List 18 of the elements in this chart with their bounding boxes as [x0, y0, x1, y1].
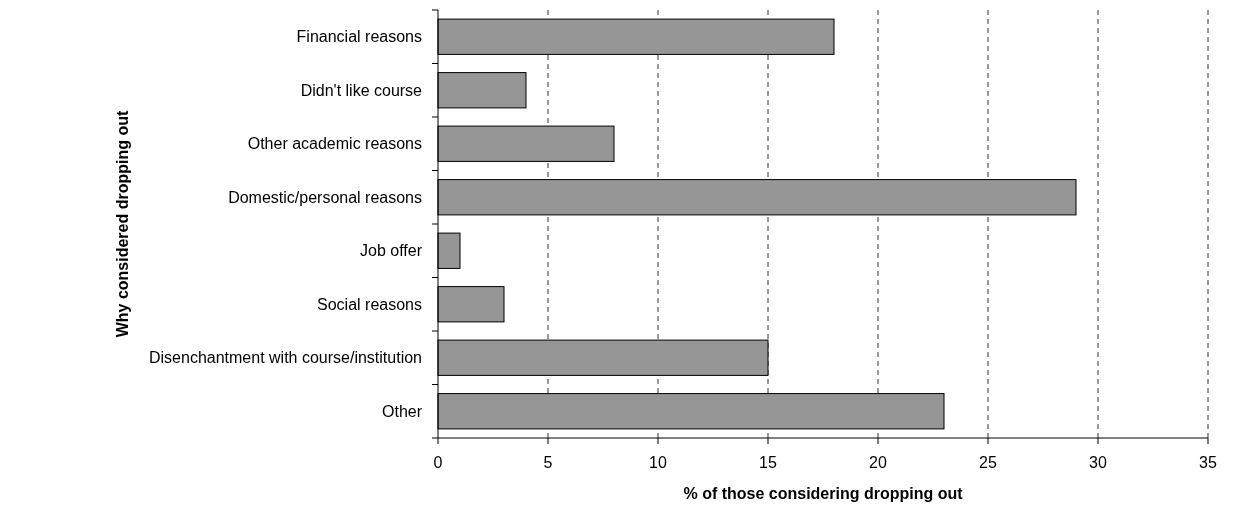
x-tick-label: 30 — [1089, 454, 1107, 471]
y-tick-label: Social reasons — [317, 295, 422, 313]
y-tick-label: Didn't like course — [300, 81, 423, 99]
x-tick-label: 25 — [979, 454, 997, 471]
y-tick-label: Other academic reasons — [247, 135, 422, 153]
x-tick-label: 10 — [649, 454, 667, 471]
y-tick-label: Job offer — [360, 242, 423, 260]
y-tick-label: Domestic/personal reasons — [228, 188, 422, 206]
y-axis-title: Why considered dropping out — [114, 110, 131, 338]
x-axis-title: % of those considering dropping out — [683, 485, 964, 502]
x-tick-label: 5 — [543, 454, 553, 471]
y-tick-label: Financial reasons — [296, 28, 422, 46]
x-tick-label: 35 — [1199, 454, 1217, 471]
x-tick-label: 20 — [869, 454, 887, 471]
y-tick-label: Other — [381, 402, 423, 420]
y-tick-label: Disenchantment with course/institution — [148, 349, 422, 367]
x-tick-label: 15 — [759, 454, 777, 471]
x-tick-label: 0 — [433, 454, 443, 471]
